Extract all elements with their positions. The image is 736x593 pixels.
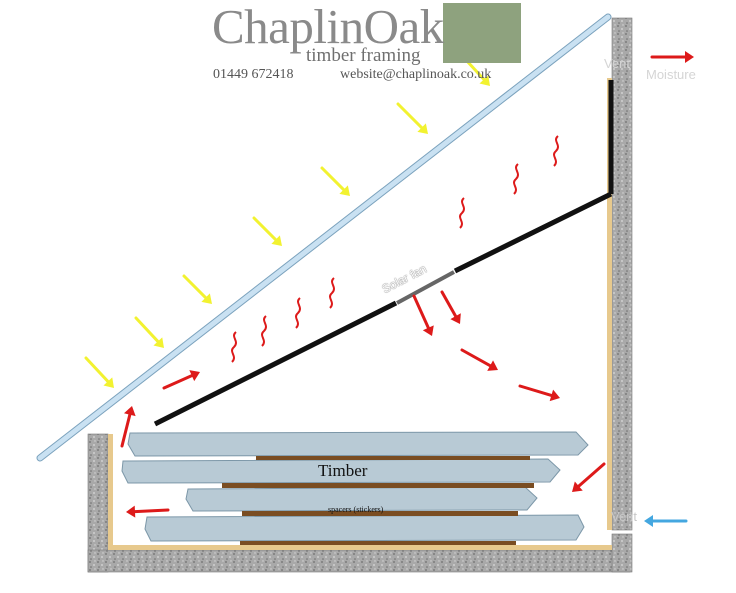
sun-rays — [84, 58, 490, 388]
brand-phone: 01449 672418 — [213, 67, 294, 82]
airflow-arrow-icon — [412, 294, 434, 336]
airflow-arrow-icon — [162, 370, 200, 390]
spacers-label: spacers (stickers) — [328, 505, 384, 514]
vent-top-label: Vent — [604, 56, 631, 71]
airflow-arrow-icon — [126, 505, 170, 518]
sun-ray-arrow-icon — [182, 274, 212, 304]
spacer — [256, 456, 530, 460]
brand-email[interactable]: website@chaplinoak.co.uk — [340, 67, 492, 82]
brand-tagline: timber framing — [306, 45, 421, 66]
solar-fan — [396, 270, 455, 305]
timber-stack — [121, 431, 589, 545]
airflow-arrow-icon — [518, 384, 560, 402]
baffle-board — [153, 300, 398, 427]
spacer — [240, 541, 516, 545]
logo-leaf-background — [443, 3, 521, 63]
airflow-arrow-icon — [650, 51, 694, 63]
sun-ray-arrow-icon — [464, 58, 490, 86]
heat-wave-icon — [329, 277, 335, 309]
spacer — [242, 511, 518, 516]
sun-ray-arrow-icon — [252, 216, 282, 246]
heat-wave-icon — [231, 331, 237, 363]
timber-board — [144, 514, 585, 542]
sun-ray-arrow-icon — [396, 102, 428, 134]
airflow-arrows — [120, 51, 694, 527]
heat-wave-icon — [261, 315, 267, 347]
airflow-arrow-icon — [572, 462, 606, 492]
timber-label: Timber — [318, 461, 368, 480]
sun-ray-arrow-icon — [320, 166, 350, 196]
baffle-board — [453, 191, 613, 274]
floor-and-left-wall — [87, 433, 633, 573]
airflow-arrow-icon — [644, 515, 688, 527]
moisture-label: Moisture — [646, 67, 696, 82]
heat-wave-icon — [295, 297, 301, 329]
brand-name: ChaplinOak — [212, 0, 444, 54]
timber-board — [121, 458, 561, 484]
timber-board — [127, 431, 589, 457]
airflow-arrow-icon — [120, 406, 136, 448]
heat-waves — [231, 135, 559, 363]
airflow-arrow-icon — [460, 348, 498, 371]
right-wall — [607, 17, 633, 531]
spacer — [222, 483, 534, 488]
heat-wave-icon — [553, 135, 559, 167]
heat-wave-icon — [513, 163, 519, 195]
vent-bottom-label: Vent — [611, 509, 638, 524]
sun-ray-arrow-icon — [84, 356, 114, 388]
airflow-arrow-icon — [440, 290, 461, 324]
sun-ray-arrow-icon — [134, 316, 164, 348]
heat-wave-icon — [459, 197, 465, 229]
